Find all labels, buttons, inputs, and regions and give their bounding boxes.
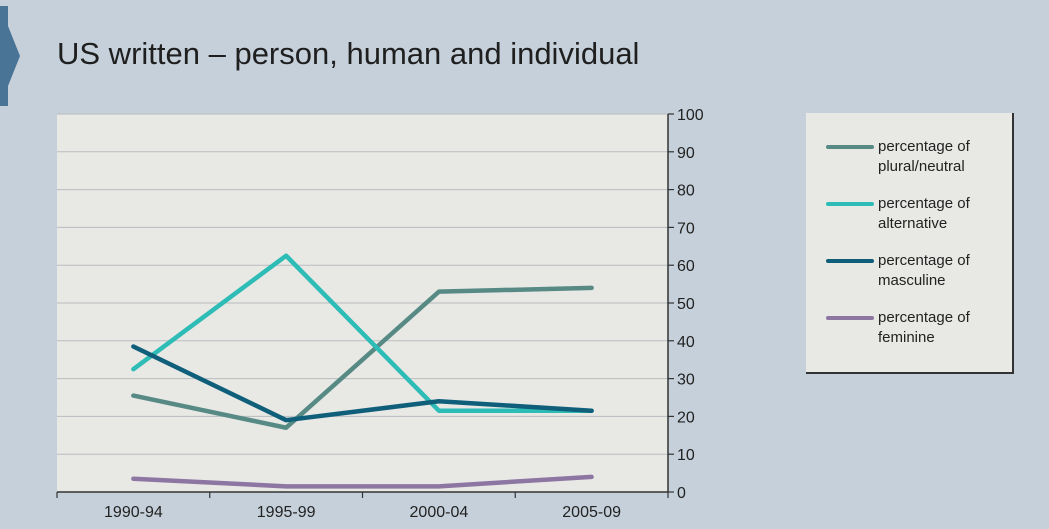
legend-label-line: percentage of <box>878 309 970 326</box>
legend-label: percentage of alternative <box>878 194 1008 234</box>
y-tick-label: 50 <box>677 296 695 313</box>
x-tick-label: 2000-04 <box>410 504 469 521</box>
legend-label-line: alternative <box>878 215 948 232</box>
x-tick-label: 1995-99 <box>257 504 316 521</box>
legend-item: percentage of feminine <box>826 308 1016 348</box>
legend-label-line: percentage of <box>878 138 970 155</box>
legend-swatch <box>826 145 874 149</box>
legend-swatch <box>826 259 874 263</box>
y-tick-label: 60 <box>677 258 695 275</box>
legend-label-line: feminine <box>878 329 935 346</box>
x-tick-label: 2005-09 <box>562 504 621 521</box>
y-tick-label: 0 <box>677 485 686 502</box>
y-tick-label: 90 <box>677 145 695 162</box>
legend-swatch <box>826 316 874 320</box>
y-tick-label: 30 <box>677 372 695 389</box>
legend-label: percentage of feminine <box>878 308 1008 348</box>
legend-label: percentage of masculine <box>878 251 1008 291</box>
legend-label-line: masculine <box>878 272 946 289</box>
legend-label-line: percentage of <box>878 195 970 212</box>
legend: percentage of plural/neutral percentage of… <box>806 113 1014 374</box>
y-tick-label: 100 <box>677 107 704 124</box>
legend-item: percentage of alternative <box>826 194 1016 234</box>
accent-arrow-icon <box>0 6 20 106</box>
chart-title: US written – person, human and individua… <box>57 36 640 71</box>
series-lines <box>131 253 594 489</box>
series-line-1 <box>131 285 594 430</box>
gridlines <box>57 113 668 455</box>
y-tick-label: 20 <box>677 409 695 426</box>
y-tick-label: 70 <box>677 220 695 237</box>
y-tick-label: 10 <box>677 447 695 464</box>
y-tick-label: 80 <box>677 183 695 200</box>
legend-swatch <box>826 202 874 206</box>
legend-label-line: percentage of <box>878 252 970 269</box>
series-line-2 <box>131 253 594 413</box>
legend-item: percentage of masculine <box>826 251 1016 291</box>
y-tick-label: 40 <box>677 334 695 351</box>
axes: 0 10 20 30 40 50 60 70 80 90 100 1990-94 1995-99 2000… <box>56 107 704 521</box>
legend-label: percentage of plural/neutral <box>878 137 1008 177</box>
series-line-3 <box>131 344 594 423</box>
x-tick-label: 1990-94 <box>104 504 163 521</box>
legend-item: percentage of plural/neutral <box>826 137 1016 177</box>
legend-label-line: plural/neutral <box>878 158 965 175</box>
series-line-4 <box>131 474 594 489</box>
